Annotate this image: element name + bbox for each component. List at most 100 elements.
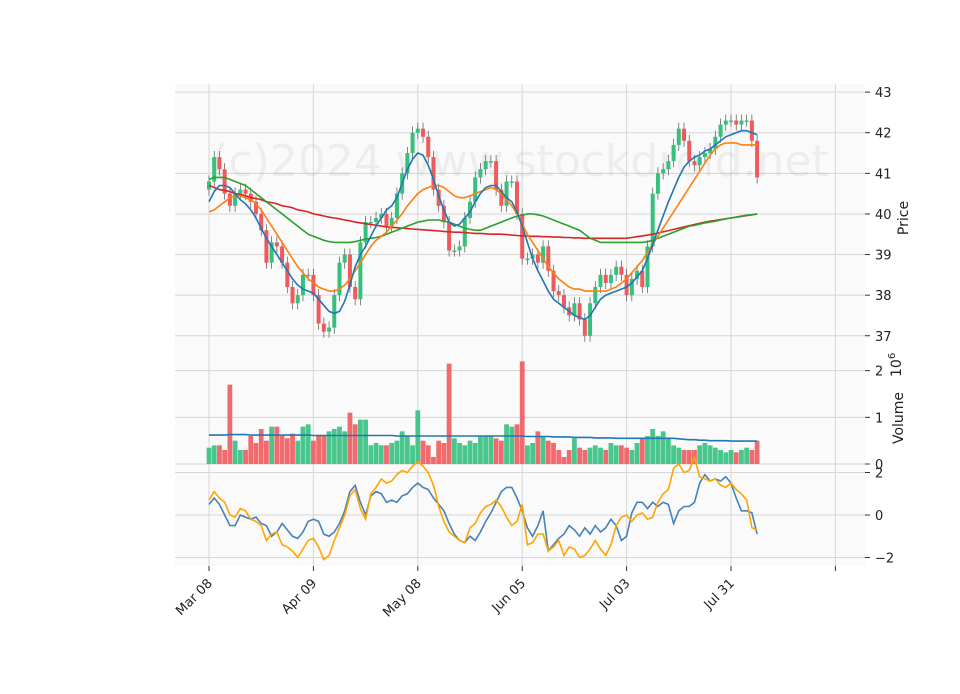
candle-body — [661, 169, 666, 174]
volume-bar — [556, 450, 562, 464]
candle-body — [431, 157, 436, 190]
volume-bar — [237, 450, 243, 464]
candle-body — [259, 213, 264, 231]
volume-bar — [457, 443, 462, 464]
volume-bar — [441, 443, 447, 464]
candle-body — [473, 177, 478, 202]
volume-bar — [598, 447, 603, 464]
candle-body — [488, 161, 493, 163]
volume-bar — [264, 440, 269, 464]
volume-bar — [399, 431, 405, 464]
candle-body — [321, 323, 326, 332]
oscillator-line-2 — [208, 455, 758, 561]
volume-bar — [472, 443, 478, 464]
volume-bar — [295, 440, 301, 464]
candle-body — [739, 120, 744, 125]
volume-bar — [305, 424, 311, 464]
volume-bar — [243, 450, 248, 464]
candle-body — [624, 274, 629, 296]
volume-bar — [728, 450, 734, 464]
oscillator-line-1 — [208, 473, 758, 554]
volume-bar — [697, 445, 703, 464]
watermark: (c)2024 www.stockdroid.net — [211, 136, 828, 187]
candle-body — [749, 120, 754, 141]
volume-bar — [639, 438, 645, 464]
volume-bars — [206, 361, 760, 464]
volume-bar — [702, 443, 708, 464]
candle-body — [421, 128, 426, 137]
candle-body — [755, 140, 760, 178]
volume-bar — [446, 363, 452, 464]
candle-body — [394, 193, 399, 218]
x-tick-label: Apr 09 — [279, 576, 320, 617]
candle-body — [342, 254, 347, 263]
volume-bar — [378, 445, 384, 464]
volume-bar — [384, 445, 389, 464]
candle-body — [645, 246, 650, 288]
candle-body — [546, 246, 551, 271]
candle-body — [374, 218, 379, 223]
candle-body — [212, 157, 217, 182]
volume-bar — [363, 419, 368, 464]
candle-body — [588, 303, 593, 336]
price-tick-label: 43 — [875, 86, 892, 101]
candle-body — [269, 242, 274, 263]
volume-bar — [618, 445, 624, 464]
volume-bar — [253, 443, 259, 464]
candle-body — [729, 120, 733, 123]
candle-body — [358, 242, 363, 300]
candle-body — [238, 189, 243, 194]
volume-bar — [217, 445, 222, 464]
price-tick-label: 38 — [875, 289, 892, 304]
price-tick-label: 40 — [875, 208, 892, 223]
volume-bar — [535, 431, 541, 464]
candle-body — [222, 169, 227, 194]
candle-body — [687, 140, 692, 162]
volume-bar — [279, 436, 285, 464]
candle-body — [478, 169, 483, 178]
candle-body — [306, 274, 311, 277]
volume-bar — [681, 450, 687, 464]
volume-bar — [566, 450, 572, 464]
volume-bar — [629, 450, 635, 464]
volume-bar — [300, 426, 306, 464]
osc-tick-label: 0 — [875, 509, 883, 524]
candle-body — [718, 124, 723, 137]
volume-bar — [206, 447, 212, 464]
x-tick-label: Jul 03 — [596, 576, 633, 613]
volume-bar — [613, 445, 619, 464]
candle-body — [295, 295, 300, 304]
candle-body — [253, 201, 258, 214]
volume-bar — [540, 436, 546, 464]
x-tick-label: Mar 08 — [173, 576, 216, 619]
volume-bar — [451, 438, 457, 464]
volume-bar — [389, 443, 395, 464]
volume-bar — [436, 440, 442, 464]
candle-body — [332, 295, 337, 328]
volume-bar — [749, 450, 755, 464]
candle-body — [353, 287, 358, 300]
volume-bar — [514, 424, 520, 464]
candle-body — [514, 181, 519, 214]
volume-bar — [577, 447, 583, 464]
candle-body — [629, 278, 634, 296]
volume-bar — [498, 440, 504, 464]
volume-axis-label: Volume — [891, 392, 907, 444]
candle-body — [702, 153, 707, 158]
ma-fast-line — [208, 129, 758, 321]
candle-body — [635, 270, 640, 279]
candle-body — [499, 189, 504, 206]
volume-bar — [258, 429, 264, 464]
candle-body — [535, 254, 540, 263]
candle-body — [389, 218, 394, 227]
volume-bar — [603, 450, 609, 464]
candle-body — [457, 246, 462, 251]
volume-bar — [493, 438, 499, 464]
candle-body — [603, 274, 608, 283]
candle-body — [676, 128, 681, 145]
candlestick-series — [207, 114, 760, 342]
candle-body — [426, 136, 431, 158]
volume-bar — [462, 445, 468, 464]
candle-body — [274, 242, 279, 247]
